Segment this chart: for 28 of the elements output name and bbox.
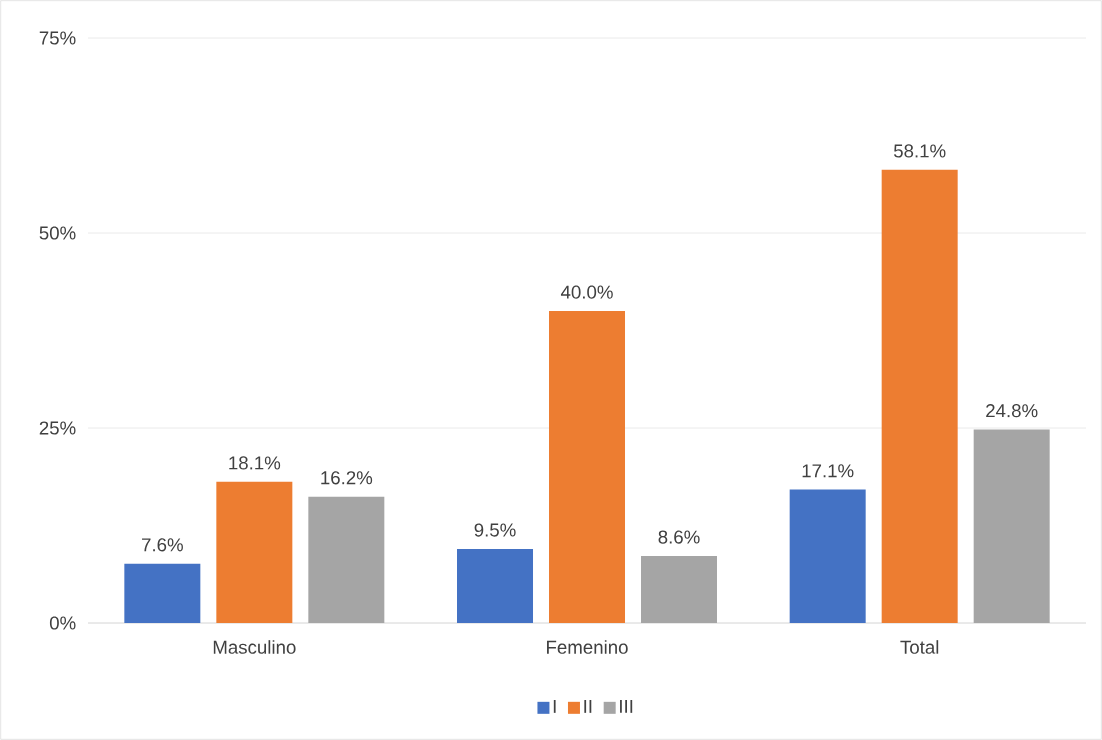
y-tick-label: 0% — [49, 616, 76, 630]
y-tick-label: 50% — [39, 226, 76, 240]
data-label: 58.1% — [893, 144, 946, 158]
data-label: 9.5% — [474, 523, 516, 537]
legend-label: I — [553, 700, 556, 713]
x-tick-label: Masculino — [213, 640, 296, 654]
bar — [549, 311, 626, 623]
bar — [641, 555, 718, 623]
bar — [216, 481, 293, 623]
data-label: 24.8% — [986, 404, 1038, 418]
data-label: 18.1% — [229, 456, 281, 470]
bar — [973, 429, 1050, 623]
bar — [789, 489, 866, 623]
data-label: 8.6% — [658, 530, 700, 544]
legend-label: III — [620, 700, 633, 713]
y-tick-label: 75% — [39, 31, 76, 45]
x-tick-label: Total — [900, 640, 939, 654]
x-tick-label: Femenino — [547, 640, 628, 654]
legend-label: II — [584, 700, 592, 713]
data-label: 40.0% — [560, 285, 613, 299]
data-label: 16.2% — [321, 471, 373, 485]
bar — [124, 563, 201, 623]
bar — [457, 548, 534, 623]
bar — [308, 496, 385, 623]
bar — [881, 169, 958, 623]
data-label: 7.6% — [142, 538, 183, 552]
y-tick-label: 25% — [39, 421, 76, 435]
data-label: 17.1% — [802, 464, 854, 478]
